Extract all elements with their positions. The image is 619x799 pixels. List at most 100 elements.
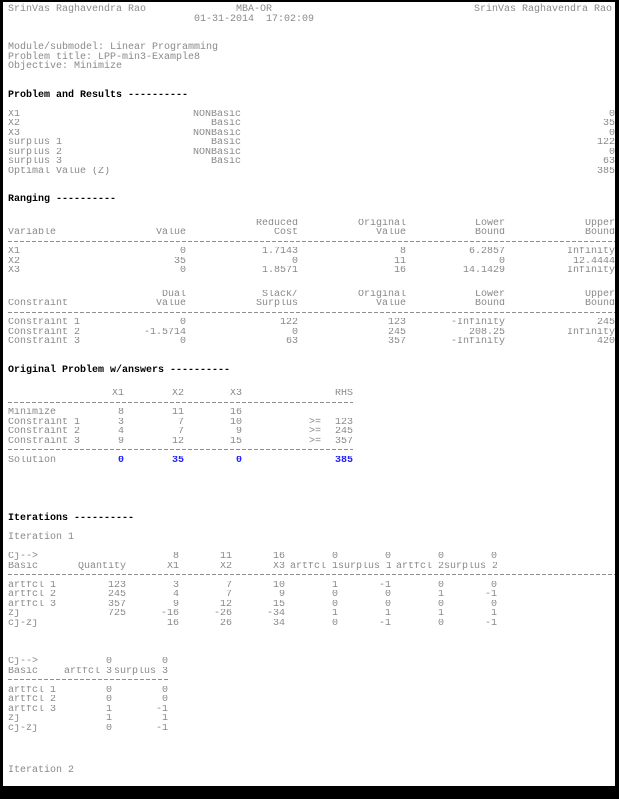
table-cell: surplus 1: [338, 561, 391, 571]
iteration-1-label: Iteration 1: [8, 532, 75, 543]
table-cell: >=: [308, 417, 321, 427]
table-cell: 7: [177, 417, 184, 427]
table-cell: X1: [8, 247, 21, 257]
table-cell: Constraint 3: [8, 337, 81, 347]
table-cell: 0: [291, 327, 298, 337]
table-cell: Infinity: [566, 247, 615, 257]
table-cell: 8: [117, 408, 124, 418]
table-cell: -1: [484, 618, 497, 628]
table-cell: NONBasic: [192, 147, 241, 157]
table-cell: 14.1429: [462, 266, 505, 276]
table-cell: Value: [375, 299, 406, 309]
table-cell: Surplus: [255, 299, 298, 309]
problem-title-line: Problem title: LPP-min3-Example8: [8, 51, 201, 63]
iteration1-extra-table: artfcl 1 0 0 artfcl 2 0 0 artfcl 3 1 -1 zj 1 1 cj-zj…: [8, 686, 612, 734]
table-cell: Bound: [474, 228, 505, 238]
table-cell: Constraint 3: [8, 436, 81, 446]
table-cell: Quantity: [77, 561, 126, 571]
table-cell: 357: [107, 599, 126, 609]
table-cell: 35: [173, 256, 186, 266]
table-cell: 245: [387, 327, 406, 337]
table-cell: 1.7143: [261, 247, 298, 257]
section-heading-iterations: Iterations ----------: [8, 513, 135, 524]
table-cell: 0: [291, 256, 298, 266]
divider: [8, 309, 615, 319]
table-cell: Cost: [273, 228, 298, 238]
iteration1-table: artfcl 1 123 3 7 10 1 -1 0 0 artfcl 2 245 4 7 9 0 0 1 -1 a…: [8, 581, 612, 629]
table-cell: 357: [387, 337, 406, 347]
table-cell: 12: [171, 436, 184, 446]
table-cell: 385: [596, 166, 615, 176]
table-cell: -26: [213, 609, 232, 619]
table-cell: 15: [229, 436, 242, 446]
module-line: Module/submodel: Linear Programming: [8, 42, 219, 53]
divider: [8, 399, 353, 409]
table-cell: [118, 219, 186, 229]
table-cell: 0: [331, 590, 338, 600]
table-row: Dual Slack/Original Lower Upper: [8, 290, 615, 300]
table-cell: surplus 1: [8, 138, 63, 148]
table-cell: 0: [490, 552, 497, 562]
table-cell: artfcl 2: [8, 590, 57, 600]
objective-line: Objective: Minimize: [8, 61, 123, 72]
table-row: X1 NONBasic 0: [8, 110, 615, 120]
divider: [8, 676, 170, 686]
table-cell: 245: [107, 590, 126, 600]
table-cell: 0: [498, 256, 505, 266]
table-cell: artfcl 2: [8, 695, 57, 705]
table-cell: 6.2857: [468, 247, 505, 257]
table-cell: 4: [172, 590, 179, 600]
divider: [8, 571, 615, 581]
table-cell: 0: [384, 552, 391, 562]
table-cell: 1: [161, 714, 168, 724]
table-cell: 12: [219, 599, 232, 609]
iteration-2-label: Iteration 2: [8, 765, 75, 776]
table-cell: Bound: [584, 299, 615, 309]
table-cell: X2: [8, 119, 21, 129]
table-row: artfcl 1 123 3 7 10 1 -1 0 0: [8, 581, 612, 591]
table-cell: 34: [272, 618, 285, 628]
table-cell: -1: [484, 590, 497, 600]
table-cell: 245: [334, 427, 353, 437]
table-cell: >=: [308, 436, 321, 446]
table-cell: artfcl 3: [8, 599, 57, 609]
table-row: Variable Value Cost Value Bound Bound: [8, 228, 615, 238]
table-cell: 0: [437, 599, 444, 609]
table-cell: 16: [166, 618, 179, 628]
report-title: MBA-OR: [235, 4, 272, 15]
table-cell: NONBasic: [192, 109, 241, 119]
table-cell: -1: [378, 618, 391, 628]
table-row: Constraint Value Surplus Value Bound Bound: [8, 299, 615, 309]
iteration1-extra-header: Cj--> 0 0 Basic artfcl 3 surplus 3: [8, 657, 612, 676]
table-cell: Cj-->: [8, 552, 39, 562]
table-cell: 0: [105, 657, 112, 667]
table-cell: X2: [8, 256, 21, 266]
table-cell: [242, 408, 321, 418]
table-cell: 123: [387, 318, 406, 328]
ranging-variables-table: X1 0 1.7143 8 6.2857 Infinity X2 35 0 11 0 12.4444 X…: [8, 247, 615, 276]
table-cell: 12.4444: [572, 256, 615, 266]
table-cell: 0: [179, 318, 186, 328]
table-cell: 0: [331, 552, 338, 562]
table-cell: Bound: [474, 299, 505, 309]
table-cell: 0: [490, 599, 497, 609]
table-cell: 1: [331, 609, 338, 619]
table-row: Reduced Original Lower Upper: [8, 219, 615, 229]
table-row: artfcl 2 0 0: [8, 695, 612, 705]
table-cell: 7: [225, 590, 232, 600]
table-cell: 35: [602, 119, 615, 129]
table-cell: Basic: [210, 157, 241, 167]
table-cell: 123: [107, 580, 126, 590]
solution-row: Solution 0 35 0 385: [8, 456, 612, 466]
report-datetime-row: 01-31-2014 17:02:09: [8, 14, 612, 25]
table-cell: artfcl 1: [289, 561, 338, 571]
table-cell: 0: [437, 618, 444, 628]
table-cell: X2: [171, 389, 184, 399]
table-cell: Constraint 1: [8, 417, 81, 427]
table-cell: 63: [285, 337, 298, 347]
table-cell: 1: [331, 580, 338, 590]
table-cell: [8, 219, 118, 229]
table-cell: 0: [161, 695, 168, 705]
original-problem-header: X1 X2 X3 RHS: [8, 389, 612, 399]
table-cell: [64, 619, 126, 629]
